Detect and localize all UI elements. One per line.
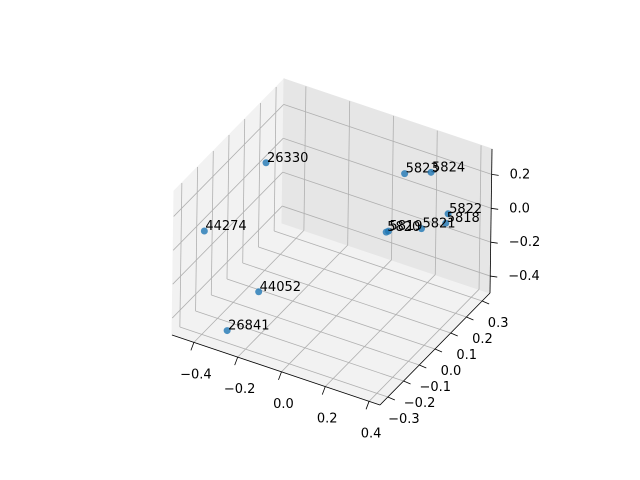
- x-tick-label: 0.2: [317, 412, 338, 427]
- point-label: 5818: [447, 211, 480, 226]
- y-tick-label: −0.3: [388, 412, 420, 427]
- point: [427, 168, 435, 176]
- grid-line: [172, 138, 284, 251]
- tick-mark: [450, 332, 458, 337]
- tick-mark: [190, 342, 195, 351]
- tick-mark: [419, 364, 427, 369]
- grid-line: [347, 101, 351, 246]
- grid-line: [211, 294, 420, 366]
- grid-line: [283, 104, 492, 175]
- point: [200, 227, 208, 235]
- tick-mark: [434, 348, 443, 353]
- y-tick-label: 0.0: [441, 364, 462, 379]
- point: [262, 159, 270, 167]
- grid-line: [282, 171, 491, 243]
- x-tick-label: 0.0: [273, 397, 294, 412]
- grid-line: [195, 166, 198, 312]
- point-label: 44274: [205, 219, 246, 234]
- point-label: 5824: [432, 160, 465, 175]
- point: [417, 225, 425, 233]
- grid-line: [258, 246, 467, 318]
- point-label: 26330: [267, 151, 308, 166]
- grid-line: [242, 118, 246, 264]
- y-tick-label: 0.1: [456, 348, 477, 363]
- point-label: 5821: [422, 217, 455, 232]
- z-tick-label: 0.0: [509, 201, 530, 216]
- tick-mark: [491, 174, 499, 176]
- point-label: 5820: [387, 220, 420, 235]
- point-label: 5819: [389, 219, 422, 234]
- grid-line: [478, 145, 482, 290]
- grid-line: [282, 205, 491, 277]
- tick-mark: [387, 396, 396, 401]
- grid-line: [173, 104, 284, 217]
- y-axis: [379, 292, 491, 406]
- grid-line: [195, 310, 404, 382]
- x-tick-label: −0.4: [180, 367, 212, 382]
- grid-line: [179, 182, 183, 328]
- grid-line: [226, 134, 230, 280]
- tick-mark: [321, 386, 326, 395]
- y-tick-label: −0.2: [404, 396, 436, 411]
- point: [442, 219, 450, 227]
- tick-mark: [491, 207, 499, 210]
- grid-line: [391, 115, 394, 260]
- point: [223, 327, 231, 335]
- point: [255, 288, 263, 296]
- grid-line: [258, 102, 261, 248]
- point-label: 5822: [449, 202, 482, 217]
- y-tick-label: −0.1: [419, 380, 451, 395]
- point: [382, 228, 390, 236]
- grid-line: [273, 86, 277, 232]
- grid-line: [172, 171, 283, 285]
- z-axis: [489, 148, 493, 294]
- tick-mark: [403, 380, 411, 385]
- point: [401, 170, 409, 178]
- tick-mark: [365, 401, 370, 410]
- tick-mark: [490, 241, 498, 244]
- x-axis: [171, 334, 381, 406]
- y-tick-label: 0.2: [472, 332, 493, 347]
- tick-mark: [234, 356, 239, 366]
- point-label: 26841: [228, 319, 269, 334]
- y-tick-label: 0.3: [488, 316, 509, 331]
- tick-mark: [466, 316, 474, 321]
- grid-line: [434, 130, 438, 275]
- tick-mark: [481, 300, 490, 305]
- tick-mark: [278, 371, 282, 380]
- grid-line: [242, 262, 451, 334]
- grid-line: [179, 326, 388, 398]
- grid-line: [210, 150, 214, 296]
- tick-mark: [490, 275, 498, 278]
- x-tick-label: 0.4: [361, 426, 382, 441]
- z-tick-label: 0.2: [510, 167, 531, 182]
- grid-line: [303, 86, 307, 231]
- z-tick-label: −0.2: [509, 235, 541, 250]
- x-tick-label: −0.2: [224, 382, 256, 397]
- point-label: 44052: [260, 280, 301, 295]
- grid-line: [274, 230, 483, 302]
- z-tick-label: −0.4: [508, 269, 540, 284]
- grid-line: [283, 137, 492, 209]
- point: [444, 210, 452, 218]
- grid-line: [171, 205, 283, 319]
